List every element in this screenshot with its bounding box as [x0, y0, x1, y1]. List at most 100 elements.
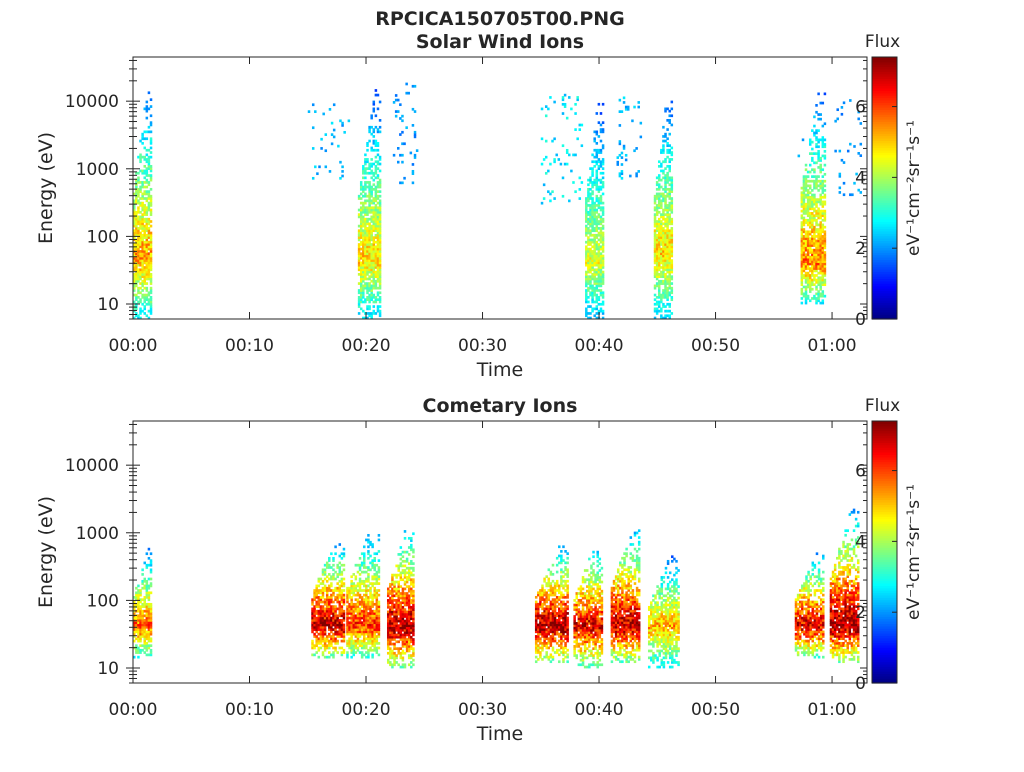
heatmap-cell	[660, 298, 663, 301]
heatmap-cell	[357, 598, 360, 601]
heatmap-cell	[581, 181, 584, 184]
heatmap-cell	[377, 142, 380, 145]
heatmap-cell	[824, 237, 827, 240]
heatmap-cell	[570, 170, 573, 173]
heatmap-cell	[400, 585, 403, 588]
heatmap-cell	[671, 227, 674, 230]
heatmap-cell	[350, 598, 353, 601]
heatmap-cell	[150, 278, 153, 281]
heatmap-cell	[560, 163, 563, 166]
heatmap-cell	[819, 233, 822, 236]
heatmap-cell	[860, 143, 863, 146]
heatmap-cell	[339, 603, 342, 606]
heatmap-cell	[671, 264, 674, 267]
heatmap-cell	[337, 145, 340, 148]
heatmap-cell	[664, 110, 667, 113]
heatmap-cell	[809, 290, 812, 293]
heatmap-cell	[370, 190, 373, 193]
heatmap-cell	[550, 642, 553, 645]
heatmap-cell	[585, 285, 588, 288]
heatmap-cell	[393, 631, 396, 634]
heatmap-cell	[562, 195, 565, 198]
heatmap-cell	[587, 301, 590, 304]
heatmap-cell	[813, 171, 816, 174]
heatmap-cell	[332, 557, 335, 560]
heatmap-cell	[819, 118, 822, 121]
heatmap-cell	[824, 263, 827, 266]
heatmap-cell	[558, 158, 561, 161]
heatmap-cell	[621, 170, 624, 173]
heatmap-cell	[664, 167, 667, 170]
heatmap-cell	[664, 160, 667, 163]
heatmap-cell	[412, 608, 415, 611]
heatmap-cell	[150, 245, 153, 248]
heatmap-cell	[841, 159, 844, 162]
colorbar-tick-label: 2	[855, 239, 866, 259]
heatmap-cell	[656, 312, 659, 315]
heatmap-cell	[324, 628, 327, 631]
heatmap-cell	[822, 228, 825, 231]
heatmap-cell	[322, 596, 325, 599]
heatmap-cell	[660, 206, 663, 209]
heatmap-cell	[331, 142, 334, 145]
heatmap-cell	[141, 582, 144, 585]
heatmap-cell	[364, 153, 367, 156]
heatmap-cell	[370, 170, 373, 173]
heatmap-cell	[359, 557, 362, 560]
heatmap-cell	[339, 568, 342, 571]
heatmap-cell	[375, 204, 378, 207]
heatmap-cell	[817, 290, 820, 293]
heatmap-cell	[400, 631, 403, 634]
heatmap-cell	[811, 224, 814, 227]
heatmap-cell	[553, 160, 556, 163]
heatmap-cell	[379, 259, 382, 262]
heatmap-cell	[146, 186, 149, 189]
heatmap-cell	[591, 266, 594, 269]
heatmap-cell	[857, 152, 860, 155]
heatmap-cell	[379, 131, 382, 134]
heatmap-cell	[379, 190, 382, 193]
heatmap-cell	[839, 191, 842, 194]
heatmap-cell	[366, 160, 369, 163]
heatmap-cell	[591, 197, 594, 200]
heatmap-cell	[137, 585, 140, 588]
heatmap-cell	[585, 202, 588, 205]
heatmap-cell	[371, 654, 374, 657]
heatmap-cell	[824, 242, 827, 245]
heatmap-cell	[322, 582, 325, 585]
heatmap-cell	[596, 287, 599, 290]
heatmap-cell	[412, 562, 415, 565]
heatmap-cell	[137, 176, 140, 179]
heatmap-cell	[658, 264, 661, 267]
heatmap-cell	[662, 149, 665, 152]
heatmap-cell	[341, 571, 344, 574]
heatmap-cell	[666, 142, 669, 145]
heatmap-cell	[391, 576, 394, 579]
heatmap-cell	[589, 305, 592, 308]
heatmap-cell	[358, 239, 361, 242]
heatmap-cell	[341, 605, 344, 608]
heatmap-cell	[602, 181, 605, 184]
heatmap-cell	[410, 571, 413, 574]
heatmap-cell	[365, 587, 368, 590]
heatmap-cell	[819, 159, 822, 162]
heatmap-cell	[664, 186, 667, 189]
heatmap-cell	[373, 135, 376, 138]
heatmap-cell	[320, 598, 323, 601]
heatmap-cell	[596, 195, 599, 198]
heatmap-cell	[668, 285, 671, 288]
heatmap-cell	[358, 259, 361, 262]
heatmap-cell	[318, 580, 321, 583]
heatmap-cell	[535, 596, 538, 599]
heatmap-cell	[379, 101, 382, 104]
heatmap-cell	[550, 660, 553, 663]
heatmap-cell	[410, 544, 413, 547]
heatmap-cell	[410, 657, 413, 660]
heatmap-cell	[801, 226, 804, 229]
heatmap-cell	[819, 113, 822, 116]
heatmap-cell	[813, 194, 816, 197]
heatmap-cell	[376, 564, 379, 567]
heatmap-cell	[148, 294, 151, 297]
heatmap-cell	[811, 212, 814, 215]
heatmap-cell	[350, 656, 353, 659]
